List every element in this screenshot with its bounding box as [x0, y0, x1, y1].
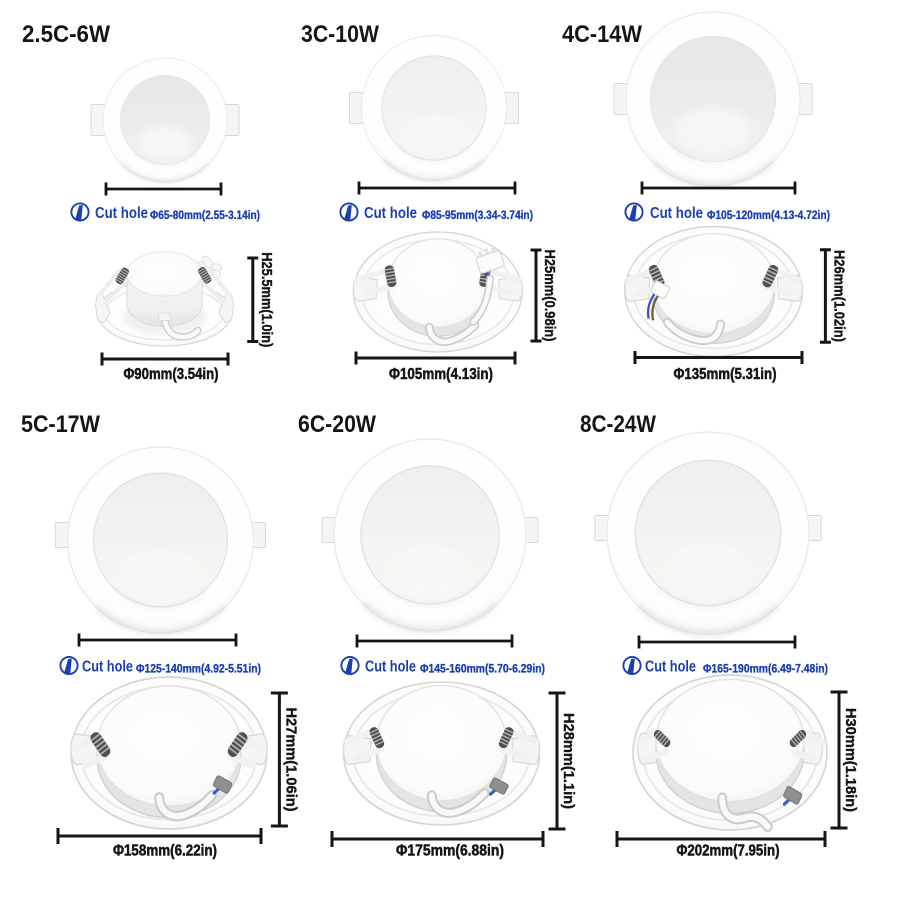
svg-text:H25mm(0.98in): H25mm(0.98in) [541, 250, 558, 342]
svg-text:Φ158mm(6.22in): Φ158mm(6.22in) [113, 843, 217, 860]
svg-text:Φ165-190mm(6.49-7.48in): Φ165-190mm(6.49-7.48in) [703, 662, 828, 676]
svg-text:Cut hole: Cut hole [645, 659, 696, 676]
svg-text:Φ202mm(7.95in): Φ202mm(7.95in) [677, 843, 780, 860]
svg-text:Φ125-140mm(4.92-5.51in): Φ125-140mm(4.92-5.51in) [136, 662, 261, 676]
svg-text:8C-24W: 8C-24W [580, 411, 657, 438]
svg-text:3C-10W: 3C-10W [301, 21, 380, 48]
svg-text:4C-14W: 4C-14W [562, 21, 643, 48]
svg-text:H30mm(1.18in): H30mm(1.18in) [842, 708, 859, 812]
svg-text:Φ175mm(6.88in): Φ175mm(6.88in) [396, 843, 504, 860]
svg-text:Φ145-160mm(5.70-6.29in): Φ145-160mm(5.70-6.29in) [420, 662, 545, 676]
svg-text:Cut hole: Cut hole [95, 205, 148, 222]
svg-text:Cut hole: Cut hole [82, 659, 133, 676]
svg-text:H28mm(1.1in): H28mm(1.1in) [560, 713, 577, 809]
svg-text:Cut hole: Cut hole [365, 659, 416, 676]
svg-text:H25.5mm(1.0in): H25.5mm(1.0in) [258, 252, 275, 347]
svg-text:H26mm(1.02in): H26mm(1.02in) [830, 250, 847, 342]
svg-text:Φ105mm(4.13in): Φ105mm(4.13in) [389, 366, 493, 383]
svg-text:5C-17W: 5C-17W [21, 411, 101, 438]
svg-text:Φ90mm(3.54in): Φ90mm(3.54in) [124, 366, 219, 383]
svg-text:Cut hole: Cut hole [364, 205, 417, 222]
svg-text:Φ105-120mm(4.13-4.72in): Φ105-120mm(4.13-4.72in) [707, 208, 830, 222]
svg-text:Φ85-95mm(3.34-3.74in): Φ85-95mm(3.34-3.74in) [422, 208, 533, 222]
svg-text:Φ65-80mm(2.55-3.14in): Φ65-80mm(2.55-3.14in) [150, 208, 260, 222]
svg-text:Cut hole: Cut hole [650, 205, 703, 222]
svg-text:H27mm(1.06in): H27mm(1.06in) [282, 708, 299, 812]
svg-text:Φ135mm(5.31in): Φ135mm(5.31in) [674, 366, 777, 383]
svg-text:2.5C-6W: 2.5C-6W [22, 21, 111, 48]
svg-text:6C-20W: 6C-20W [298, 411, 377, 438]
